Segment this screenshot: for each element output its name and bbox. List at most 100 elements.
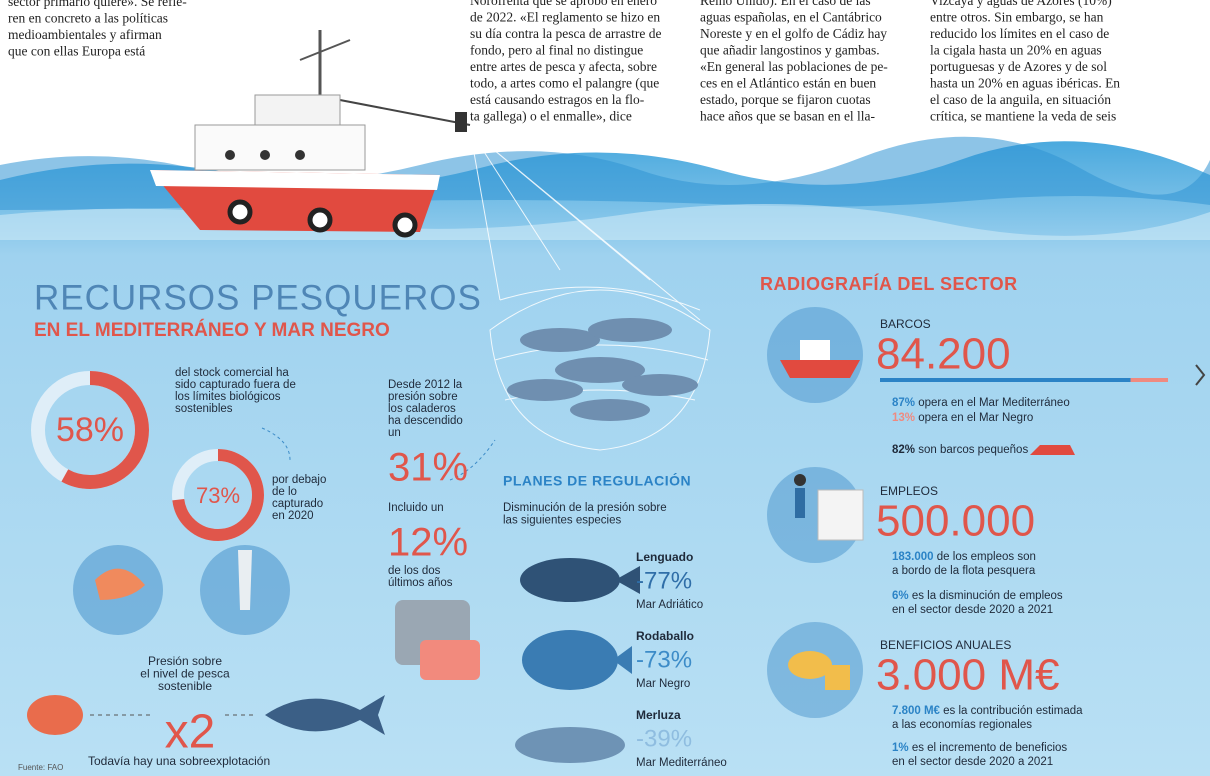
- profits-increase: 1% es el incremento de beneficios: [892, 742, 1067, 754]
- species-sea: Mar Mediterráneo: [636, 757, 727, 769]
- species-change: -73%: [636, 646, 692, 673]
- article-line: el caso de la anguila, en situación: [930, 92, 1111, 107]
- subtitle: EN EL MEDITERRÁNEO Y MAR NEGRO: [34, 319, 390, 341]
- article-line: entre otros. Sin embargo, se han: [930, 10, 1104, 25]
- decline-text: un: [388, 427, 401, 439]
- article-line: medioambientales y afirman: [8, 27, 162, 42]
- boat: [150, 30, 470, 235]
- species-sea: Mar Negro: [636, 678, 690, 690]
- species-name: Merluza: [636, 708, 681, 722]
- article-line: Reino Unido). En el caso de las: [700, 0, 871, 8]
- jobs-decrease: 6% es la disminución de empleos: [892, 590, 1063, 602]
- below-text: de lo: [272, 486, 297, 498]
- article-line: que con ellas Europa está: [8, 44, 145, 59]
- infographic: sector primario quiere». Se refie-ren en…: [0, 0, 1210, 776]
- jobs-onboard: a bordo de la flota pesquera: [892, 565, 1036, 577]
- article-line: sector primario quiere». Se refie-: [8, 0, 187, 9]
- lead: 6%: [892, 590, 909, 602]
- article-line: está causando estragos en la flo-: [470, 92, 645, 107]
- profits-increase: en el sector desde 2020 a 2021: [892, 756, 1053, 768]
- lead: 7.800 M€: [892, 705, 941, 717]
- article-line: crítica, se mantiene la veda de seis: [930, 109, 1116, 124]
- lead: 1%: [892, 742, 909, 754]
- profits-contribution: a las economías regionales: [892, 719, 1032, 731]
- article-line: todo, a artes como el palangre (que: [470, 76, 659, 91]
- share-bar: [1131, 378, 1168, 382]
- sector-total: 500.000: [876, 497, 1035, 546]
- stock-text: sido capturado fuera de: [175, 379, 296, 391]
- decline-recent: 12%: [388, 521, 468, 565]
- article-line: fondo, pero al final no distingue: [470, 43, 643, 58]
- sector-total: 84.200: [876, 330, 1011, 379]
- plans-title: PLANES DE REGULACIÓN: [503, 472, 691, 489]
- article-line: la cigala hasta un 20% en aguas: [930, 43, 1102, 58]
- species-name: Lenguado: [636, 550, 693, 564]
- article-line: Vizcaya y aguas de Azores (10%): [930, 0, 1112, 8]
- below-text: en 2020: [272, 510, 314, 522]
- note: Todavía hay una sobreexplotación: [88, 754, 270, 768]
- stock-text: del stock comercial ha: [175, 367, 289, 379]
- species-change: -77%: [636, 567, 692, 594]
- species-sea: Mar Adriático: [636, 599, 703, 611]
- rest: de los empleos son: [934, 551, 1036, 563]
- pressure-text: sostenible: [158, 679, 212, 693]
- article-line: «En general las poblaciones de pe-: [700, 59, 888, 74]
- below-text: capturado: [272, 498, 323, 510]
- article-line: Norofrenta que se aprobó en enero: [470, 0, 657, 8]
- article-line: ren en concreto a las políticas: [8, 11, 168, 26]
- species-name: Rodaballo: [636, 629, 694, 643]
- multiplier: x2: [165, 706, 216, 759]
- article-line: Noreste y en el golfo de Cádiz hay: [700, 26, 887, 41]
- article-line: hasta un 20% en aguas ibéricas. En: [930, 76, 1120, 91]
- decline-text: Incluido un: [388, 502, 444, 514]
- article-line: ces en el Atlántico están en buen: [700, 76, 876, 91]
- donut-label: 73%: [196, 483, 240, 508]
- article-line: estado, porque se fijaron cuotas: [700, 92, 871, 107]
- decline-text: ha descendido: [388, 415, 463, 427]
- rest: son barcos pequeños: [915, 444, 1028, 456]
- plans-subtitle: las siguientes especies: [503, 515, 622, 527]
- rest: opera en el Mar Mediterráneo: [915, 397, 1070, 409]
- article-line: entre artes de pesca y afecta, sobre: [470, 59, 657, 74]
- plans-subtitle: Disminución de la presión sobre: [503, 502, 667, 514]
- decline-text: últimos años: [388, 577, 453, 589]
- title: RECURSOS PESQUEROS: [34, 278, 482, 317]
- species-change: -39%: [636, 725, 692, 752]
- article-line: portuguesas y de Azores y de sol: [930, 59, 1107, 74]
- article-line: su día contra la pesca de arrastre de: [470, 26, 662, 41]
- lead: 87%: [892, 397, 915, 409]
- sector-total: 3.000 M€: [876, 651, 1059, 700]
- rest: es la disminución de empleos: [909, 590, 1063, 602]
- decline-text: presión sobre: [388, 391, 458, 403]
- below-text: por debajo: [272, 474, 326, 486]
- decline-total: 31%: [388, 446, 468, 490]
- sector-title: RADIOGRAFÍA DEL SECTOR: [760, 273, 1018, 294]
- rest: opera en el Mar Negro: [915, 412, 1033, 424]
- article-line: aguas españolas, en el Cantábrico: [700, 10, 882, 25]
- stock-text: los límites biológicos: [175, 391, 281, 403]
- boats-black: 13% opera en el Mar Negro: [892, 412, 1033, 424]
- profits-contribution: 7.800 M€ es la contribución estimada: [892, 705, 1083, 717]
- donut-label: 58%: [56, 411, 124, 449]
- share-bar: [880, 378, 1131, 382]
- article-line: hace años que se basan en el lla-: [700, 109, 876, 124]
- source: Fuente: FAO: [18, 763, 63, 772]
- boats-small: 82% son barcos pequeños: [892, 444, 1028, 456]
- lead: 82%: [892, 444, 915, 456]
- article-line: ta gallega) o el enmalle», dice: [470, 109, 632, 124]
- lead: 183.000: [892, 551, 934, 563]
- jobs-onboard: 183.000 de los empleos son: [892, 551, 1036, 563]
- rest: es la contribución estimada: [940, 705, 1083, 717]
- decline-text: de los dos: [388, 565, 441, 577]
- lead: 13%: [892, 412, 915, 424]
- article-line: que añadir langostinos y gambas.: [700, 43, 880, 58]
- article-line: de 2022. «El reglamento se hizo en: [470, 10, 660, 25]
- page: sector primario quiere». Se refie-ren en…: [0, 0, 1210, 776]
- stock-text: sostenibles: [175, 403, 233, 415]
- boats-med: 87% opera en el Mar Mediterráneo: [892, 397, 1070, 409]
- rest: es el incremento de beneficios: [909, 742, 1068, 754]
- jobs-decrease: en el sector desde 2020 a 2021: [892, 604, 1053, 616]
- decline-text: Desde 2012 la: [388, 379, 463, 391]
- article-line: reducido los límites en el caso de: [930, 26, 1109, 41]
- decline-text: los caladeros: [388, 403, 456, 415]
